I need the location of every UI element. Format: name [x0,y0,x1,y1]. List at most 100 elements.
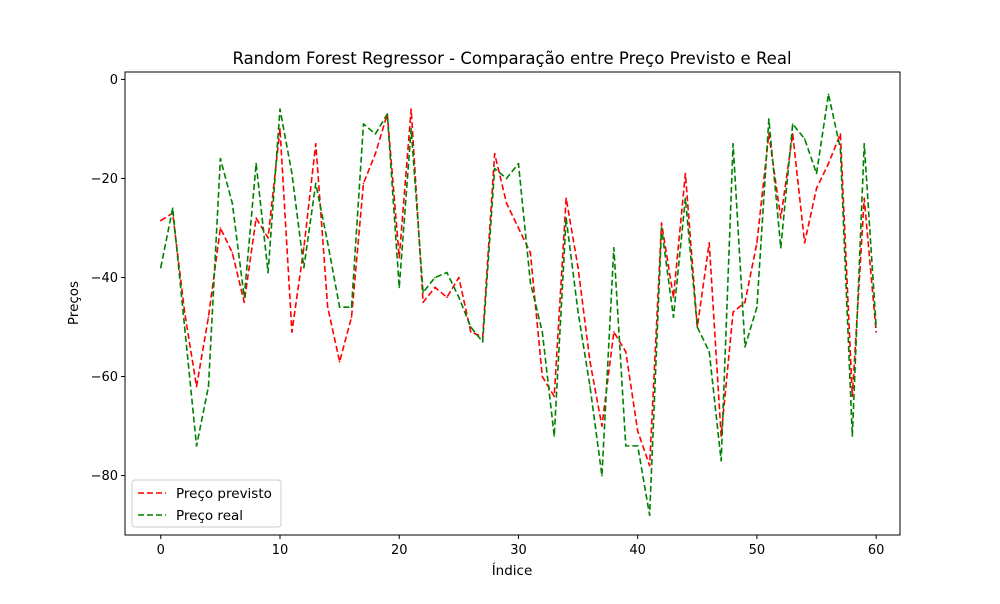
data-point-s0-51 [768,133,770,135]
data-point-s1-45 [696,326,699,328]
data-point-s1-30 [517,162,520,165]
data-point-s1-60 [875,326,877,328]
data-point-s1-10 [279,108,281,110]
data-point-s0-4 [207,316,210,318]
data-point-s1-6 [231,202,234,205]
data-point-s1-24 [446,271,448,274]
data-point-s1-52 [779,246,782,249]
y-axis: 0 −20 −40 −60 −80 [91,73,125,484]
legend-label-predicted: Preço previsto [176,486,272,502]
x-tick-label: 0 [157,543,165,558]
data-point-s1-46 [708,350,711,353]
data-point-s1-5 [219,157,222,160]
data-point-s0-52 [779,217,782,219]
data-point-s0-58 [851,395,854,398]
data-point-s1-47 [720,459,722,462]
data-point-s1-55 [815,172,818,175]
data-point-s1-23 [434,276,436,279]
data-point-s1-48 [732,143,734,145]
x-tick-label: 30 [510,543,527,558]
data-point-s1-42 [660,227,663,229]
data-point-s1-7 [243,296,246,299]
data-point-s1-34 [565,217,567,219]
data-point-s1-28 [493,167,496,170]
data-point-s1-2 [183,326,186,328]
plot-area-frame [124,71,901,536]
data-point-s0-36 [589,360,591,363]
data-point-s0-29 [505,202,508,205]
data-point-s0-32 [541,375,544,378]
data-point-s1-14 [326,242,329,244]
data-point-s1-35 [577,311,579,313]
data-point-s0-3 [195,385,198,388]
data-point-s0-30 [517,227,520,229]
data-point-s0-15 [338,360,341,363]
data-point-s1-8 [255,162,257,165]
data-point-s1-13 [314,182,317,185]
x-tick-label: 50 [749,543,766,558]
data-point-s0-26 [469,331,472,333]
data-point-s1-50 [756,306,758,309]
data-point-s0-46 [708,242,711,244]
x-axis-title: Índice [492,562,533,579]
data-point-s1-11 [291,172,293,175]
data-point-s1-4 [207,385,210,388]
data-point-s0-34 [565,197,567,200]
data-point-s1-32 [541,331,544,333]
data-point-s0-13 [314,143,317,145]
data-point-s0-25 [458,276,460,279]
data-point-s0-28 [493,152,496,155]
data-point-s0-8 [255,217,257,219]
data-point-s0-11 [291,331,293,333]
data-point-s0-60 [875,331,877,333]
data-point-s1-16 [350,306,353,309]
data-point-s0-44 [684,172,687,175]
data-point-s0-6 [231,251,234,254]
data-point-s0-59 [863,197,866,200]
data-point-s0-31 [529,251,532,254]
data-point-s0-35 [577,266,579,269]
y-tick-label: 0 [110,73,118,88]
data-point-s0-55 [815,187,818,190]
x-tick-label: 20 [391,543,408,558]
data-point-s1-40 [636,445,639,447]
data-point-s0-41 [648,464,651,467]
data-point-s0-18 [374,152,377,155]
data-point-s0-37 [601,425,603,427]
data-point-s0-7 [243,301,246,304]
x-axis: 0 10 20 30 40 50 60 [157,535,884,558]
data-point-s1-27 [481,341,484,343]
data-point-s0-42 [660,222,663,224]
data-point-s1-20 [398,286,401,289]
data-point-s1-53 [791,123,794,125]
data-point-s0-5 [219,227,222,229]
y-axis-title: Preços [66,281,82,325]
data-point-s0-22 [422,301,424,304]
data-point-s1-44 [684,197,687,200]
data-point-s1-54 [803,138,806,140]
data-point-s0-57 [839,133,842,135]
data-point-s1-12 [303,266,305,269]
data-point-s1-25 [458,296,460,299]
legend-box [131,479,282,528]
y-tick-label: −40 [91,271,118,286]
data-point-s0-20 [398,256,401,259]
data-point-s1-59 [863,143,866,145]
data-point-s1-41 [648,514,651,516]
data-point-s1-18 [374,133,377,135]
data-point-s0-12 [303,246,305,249]
plot-layer [159,93,877,516]
data-point-s1-31 [529,281,532,284]
data-point-s1-56 [827,93,830,96]
data-point-s0-21 [410,108,412,110]
data-point-s0-23 [434,286,436,289]
data-point-s0-40 [636,430,639,432]
data-point-s1-0 [159,266,162,269]
data-point-s1-58 [851,435,854,437]
data-point-s1-19 [386,113,389,115]
data-point-s1-39 [624,445,627,447]
y-tick-label: −60 [91,370,118,385]
chart-title: Random Forest Regressor - Comparação ent… [232,49,791,68]
data-point-s0-43 [672,296,675,299]
